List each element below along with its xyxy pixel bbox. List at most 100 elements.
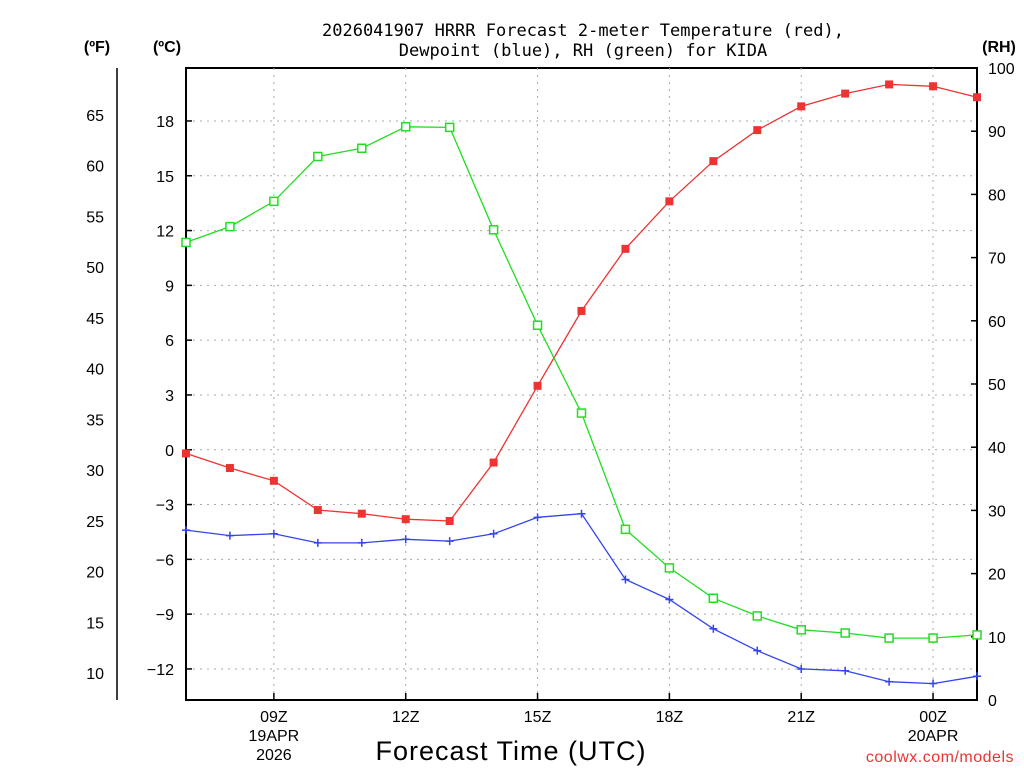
fahrenheit-tick-label: 55	[86, 209, 104, 226]
temperature-point	[533, 381, 542, 390]
rh-point	[928, 633, 938, 643]
temperature-line	[185, 83, 978, 522]
rh-line	[185, 126, 978, 639]
rh-tick-label: 10	[988, 630, 1006, 647]
rh-tick-label: 70	[988, 251, 1006, 268]
dewpoint-point	[973, 672, 981, 681]
rh-point	[752, 611, 763, 621]
fahrenheit-unit-label: (ºF)	[84, 39, 110, 56]
dewpoint-point	[797, 664, 806, 673]
rh-point	[181, 237, 191, 248]
x-tick-label: 12Z	[392, 709, 420, 726]
chart-title-line1: 2026041907 HRRR Forecast 2-meter Tempera…	[322, 21, 844, 41]
fahrenheit-tick-label: 50	[86, 260, 104, 277]
rh-point	[576, 408, 587, 418]
dewpoint-point	[665, 595, 674, 604]
fahrenheit-tick-label: 65	[86, 108, 104, 125]
rh-tick-label: 0	[988, 693, 997, 710]
x-tick-date-label: 20APR	[908, 728, 959, 745]
rh-point	[796, 625, 806, 635]
x-tick-year-label: 2026	[256, 747, 292, 764]
temperature-point	[621, 244, 630, 253]
temperature-point	[665, 197, 674, 206]
temperature-point	[973, 93, 981, 102]
x-tick-label: 18Z	[656, 709, 684, 726]
celsius-tick-label: 18	[156, 114, 174, 131]
x-tick-label: 15Z	[524, 709, 552, 726]
x-tick-date-label: 19APR	[249, 728, 300, 745]
plot-frame	[185, 67, 978, 701]
rh-point	[884, 633, 894, 643]
temperature-point	[929, 82, 938, 91]
temperature-point	[885, 80, 894, 89]
x-tick-label: 21Z	[787, 709, 815, 726]
temperature-point	[841, 89, 850, 98]
rh-unit-label: (RH)	[982, 39, 1016, 56]
dewpoint-point	[269, 529, 278, 538]
rh-point	[532, 320, 543, 330]
fahrenheit-tick-label: 10	[86, 666, 104, 683]
temperature-point	[797, 102, 806, 111]
dewpoint-point	[313, 538, 322, 547]
temperature-point	[753, 126, 762, 135]
celsius-tick-label: 9	[165, 278, 174, 295]
rh-point	[225, 221, 235, 232]
dewpoint-point	[753, 646, 762, 655]
temperature-point	[313, 506, 322, 515]
dewpoint-point	[225, 531, 234, 540]
dewpoint-point	[182, 526, 190, 535]
dewpoint-point	[489, 529, 498, 538]
dewpoint-point	[841, 666, 850, 675]
dewpoint-point	[621, 575, 630, 584]
celsius-tick-label: −12	[147, 662, 174, 679]
rh-tick-label: 30	[988, 503, 1006, 520]
temperature-point	[577, 306, 586, 315]
dewpoint-point	[885, 677, 894, 686]
x-tick-label: 09Z	[260, 709, 288, 726]
dewpoint-point	[533, 513, 542, 522]
celsius-tick-label: −3	[156, 498, 174, 515]
fahrenheit-tick-label: 20	[86, 565, 104, 582]
fahrenheit-tick-label: 30	[86, 463, 104, 480]
rh-tick-label: 60	[988, 314, 1006, 331]
rh-point	[840, 628, 850, 638]
temperature-point	[445, 516, 454, 525]
rh-point	[708, 593, 719, 603]
chart-title-line2: Dewpoint (blue), RH (green) for KIDA	[399, 41, 767, 61]
dewpoint-point	[929, 679, 938, 688]
rh-point	[269, 196, 279, 207]
rh-point	[972, 630, 982, 640]
rh-point	[357, 143, 367, 154]
rh-point	[620, 524, 631, 535]
dewpoint-point	[709, 624, 718, 633]
celsius-tick-label: 6	[165, 333, 174, 350]
rh-tick-label: 90	[988, 124, 1006, 141]
rh-point	[400, 122, 411, 132]
temperature-point	[489, 458, 498, 467]
rh-point	[488, 225, 499, 235]
rh-tick-label: 40	[988, 440, 1006, 457]
fahrenheit-tick-label: 60	[86, 159, 104, 176]
fahrenheit-tick-label: 25	[86, 514, 104, 531]
fahrenheit-tick-label: 45	[86, 311, 104, 328]
temperature-point	[225, 464, 234, 473]
fahrenheit-tick-label: 15	[86, 615, 104, 632]
rh-tick-label: 20	[988, 567, 1006, 584]
rh-tick-label: 80	[988, 187, 1006, 204]
dewpoint-line	[185, 513, 978, 685]
watermark: coolwx.com/models	[866, 749, 1014, 766]
rh-tick-label: 50	[988, 377, 1006, 394]
rh-point	[444, 122, 455, 133]
x-axis-label: Forecast Time (UTC)	[375, 736, 646, 766]
dewpoint-point	[401, 535, 410, 544]
dewpoint-point	[357, 538, 366, 547]
celsius-tick-label: 0	[165, 443, 174, 460]
celsius-tick-label: 3	[165, 388, 174, 405]
celsius-tick-label: 12	[156, 224, 174, 241]
celsius-tick-label: −6	[156, 552, 174, 569]
fahrenheit-tick-label: 40	[86, 362, 104, 379]
dewpoint-point	[577, 509, 586, 518]
rh-point	[664, 563, 675, 573]
temperature-point	[182, 449, 190, 458]
